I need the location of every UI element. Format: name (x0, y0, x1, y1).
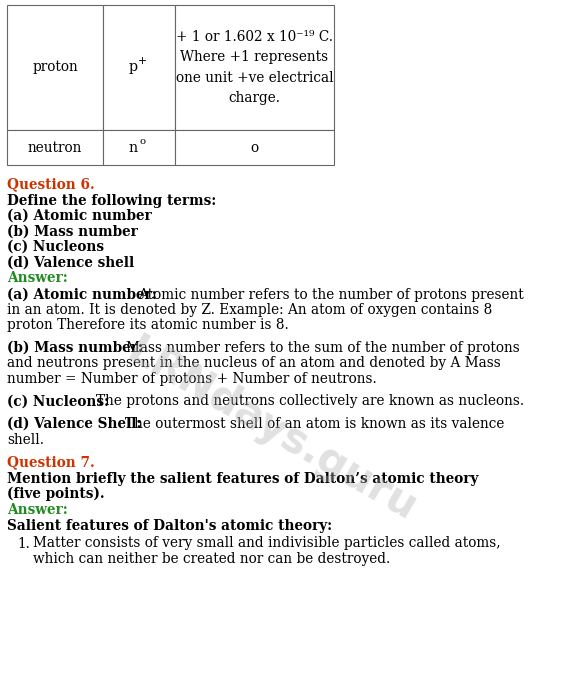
Text: + 1 or 1.602 x 10⁻¹⁹ C.
Where +1 represents
one unit +ve electrical
charge.: + 1 or 1.602 x 10⁻¹⁹ C. Where +1 represe… (176, 30, 333, 104)
Bar (175, 130, 334, 165)
Text: neutron: neutron (28, 140, 82, 154)
Text: (five points).: (five points). (7, 487, 105, 502)
Text: The outermost shell of an atom is known as its valence: The outermost shell of an atom is known … (125, 417, 504, 431)
Text: shell.: shell. (7, 432, 44, 446)
Text: (a) Atomic number: (a) Atomic number (7, 209, 152, 223)
Text: Answer:: Answer: (7, 502, 68, 516)
Text: which can neither be created nor can be destroyed.: which can neither be created nor can be … (33, 552, 390, 566)
Text: (b) Mass number: (b) Mass number (7, 224, 138, 239)
Text: 1.: 1. (18, 536, 30, 551)
Bar (7, 130, 103, 165)
Text: (d) Valence Shell:: (d) Valence Shell: (7, 417, 141, 431)
Text: o: o (250, 140, 259, 154)
Bar (103, 130, 175, 165)
Text: Salient features of Dalton's atomic theory:: Salient features of Dalton's atomic theo… (7, 519, 332, 533)
Text: o: o (140, 137, 145, 146)
Text: The protons and neutrons collectively are known as nucleons.: The protons and neutrons collectively ar… (96, 394, 524, 408)
Text: (d) Valence shell: (d) Valence shell (7, 255, 135, 269)
Text: in an atom. It is denoted by Z. Example: An atom of oxygen contains 8: in an atom. It is denoted by Z. Example:… (7, 303, 492, 317)
Text: Question 6.: Question 6. (7, 177, 95, 191)
Text: LRNdays.guru: LRNdays.guru (119, 330, 424, 530)
Text: proton: proton (32, 60, 78, 75)
Text: Mass number refers to the sum of the number of protons: Mass number refers to the sum of the num… (126, 341, 519, 355)
Text: Answer:: Answer: (7, 271, 68, 285)
Text: Question 7.: Question 7. (7, 455, 95, 469)
Text: p: p (128, 60, 137, 75)
Text: +: + (138, 55, 147, 66)
Text: Atomic number refers to the number of protons present: Atomic number refers to the number of pr… (138, 287, 524, 302)
Text: proton Therefore its atomic number is 8.: proton Therefore its atomic number is 8. (7, 318, 289, 332)
Text: and neutrons present in the nucleus of an atom and denoted by A Mass: and neutrons present in the nucleus of a… (7, 356, 500, 370)
Text: Matter consists of very small and indivisible particles called atoms,: Matter consists of very small and indivi… (33, 536, 501, 551)
Bar (175, 5, 334, 130)
Text: (b) Mass number:: (b) Mass number: (7, 341, 143, 355)
Text: number = Number of protons + Number of neutrons.: number = Number of protons + Number of n… (7, 372, 377, 386)
Bar (103, 5, 175, 130)
Bar (7, 5, 103, 130)
Text: n: n (128, 140, 137, 154)
Text: (c) Nucleons: (c) Nucleons (7, 240, 104, 254)
Text: Define the following terms:: Define the following terms: (7, 194, 216, 208)
Text: Mention briefly the salient features of Dalton’s atomic theory: Mention briefly the salient features of … (7, 471, 478, 486)
Text: (a) Atomic number:: (a) Atomic number: (7, 287, 157, 302)
Text: (c) Nucleons:: (c) Nucleons: (7, 394, 109, 408)
